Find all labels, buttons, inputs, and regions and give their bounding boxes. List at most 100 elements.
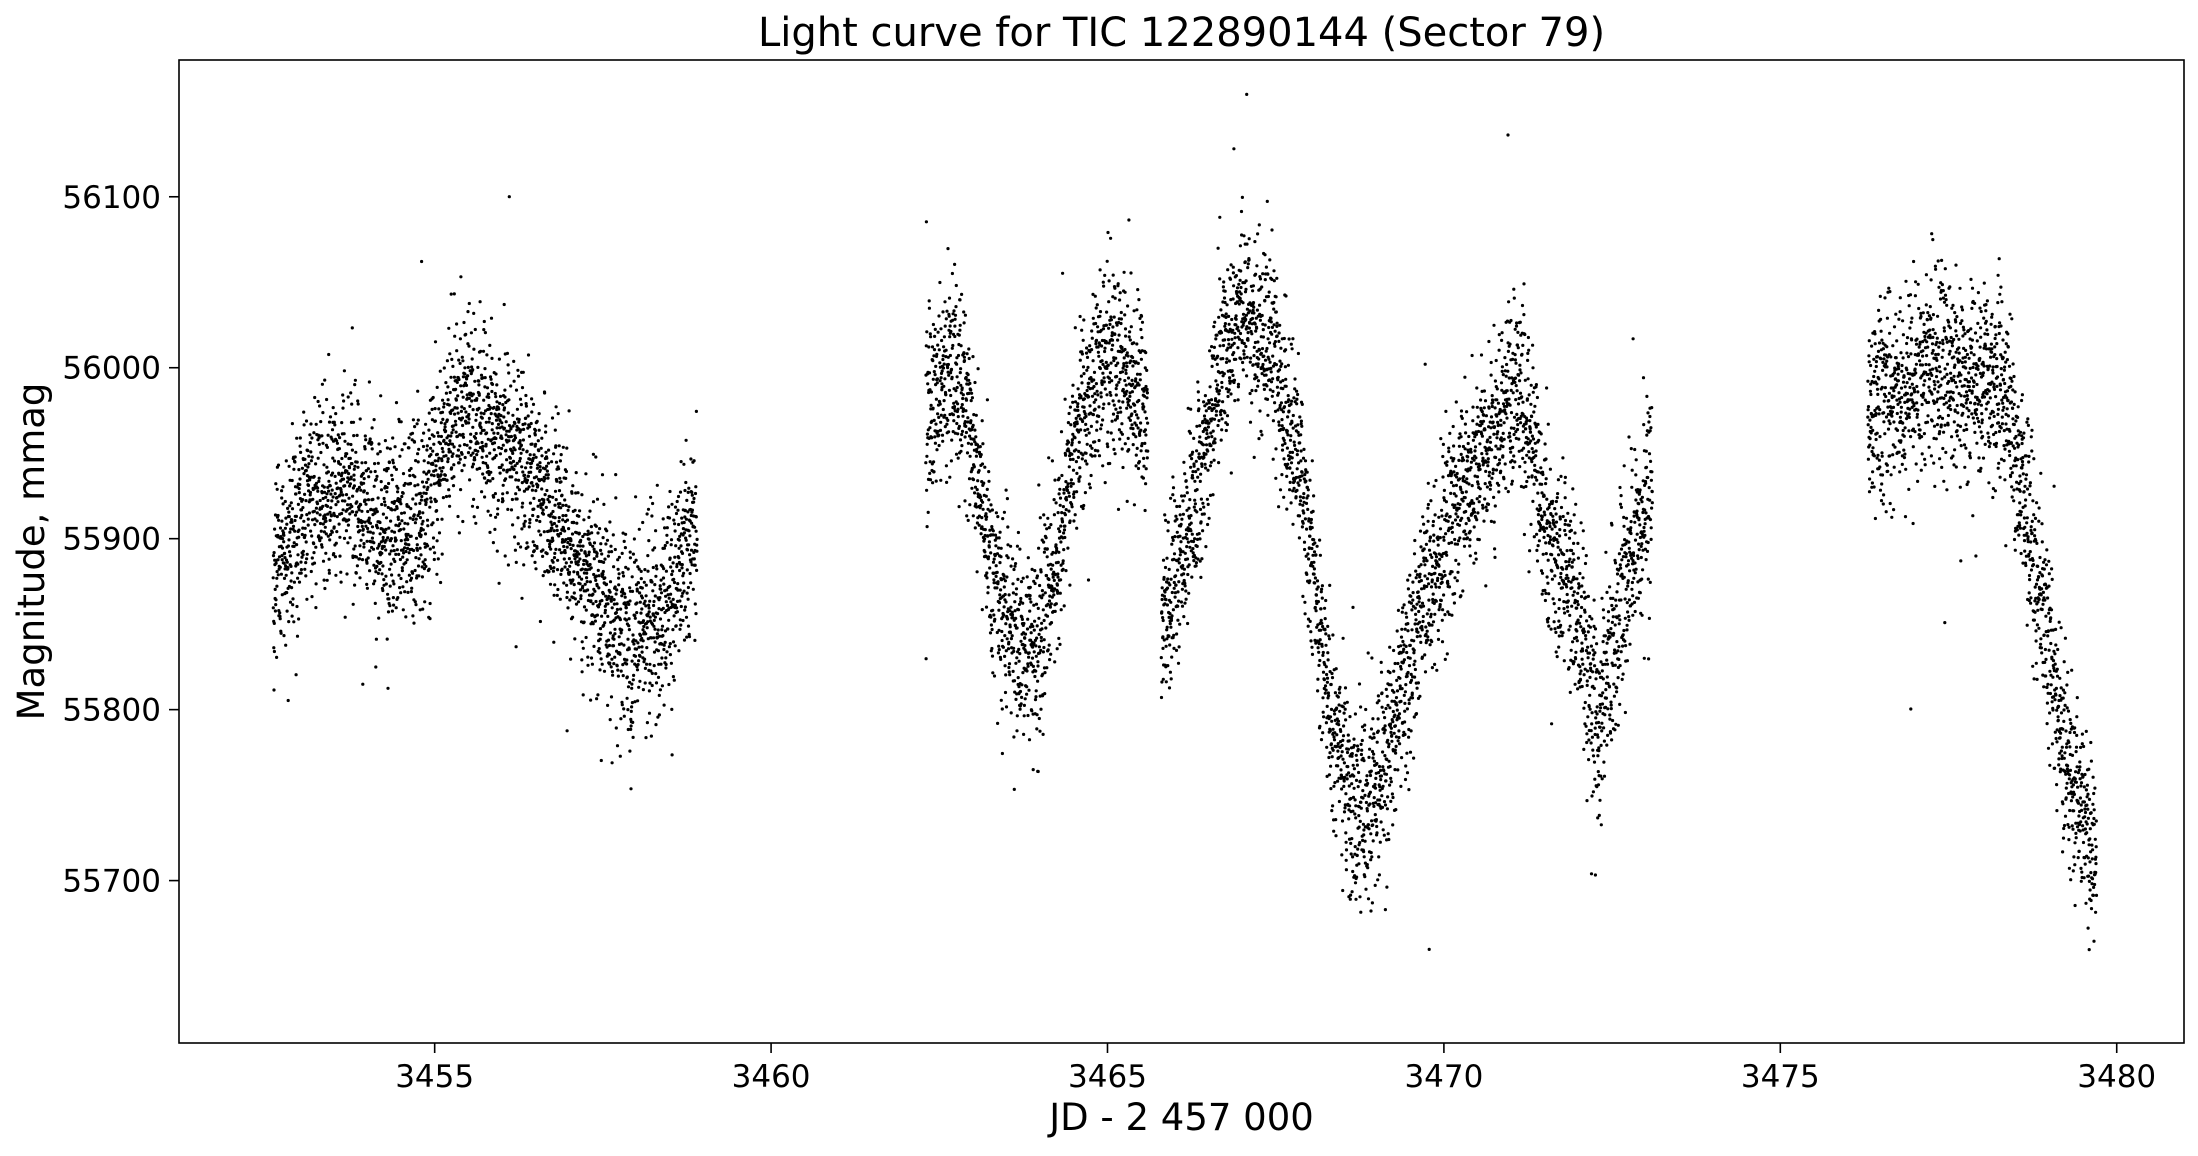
data-point <box>445 478 449 482</box>
data-point <box>628 586 632 590</box>
data-point <box>1097 438 1101 443</box>
data-point <box>361 682 365 686</box>
data-point <box>930 345 935 349</box>
data-point <box>667 618 671 622</box>
data-point <box>1106 445 1110 449</box>
data-point <box>954 283 958 288</box>
data-point <box>1219 413 1223 417</box>
data-point <box>1238 244 1242 248</box>
data-point <box>644 604 648 608</box>
data-point <box>665 588 669 592</box>
data-point <box>561 526 566 531</box>
data-point <box>1097 454 1102 458</box>
data-point <box>1129 405 1133 409</box>
data-point <box>326 512 330 516</box>
data-point <box>548 494 552 499</box>
data-point <box>1016 676 1020 680</box>
data-point <box>662 643 666 647</box>
data-point <box>601 572 605 577</box>
data-point <box>1232 284 1236 288</box>
data-point <box>1109 315 1113 319</box>
data-point <box>576 544 580 548</box>
data-point <box>427 567 431 571</box>
data-point <box>342 432 346 436</box>
data-point <box>320 434 324 438</box>
data-point <box>467 344 471 348</box>
data-point <box>1078 475 1082 479</box>
data-point <box>1245 92 1249 96</box>
data-point <box>1058 503 1062 507</box>
data-point <box>653 640 657 644</box>
data-point <box>1083 459 1088 463</box>
data-point <box>1192 505 1196 509</box>
data-point <box>1034 669 1038 673</box>
data-point <box>1263 278 1267 282</box>
data-point <box>1171 486 1176 490</box>
data-point <box>1251 289 1255 293</box>
data-point <box>928 460 932 464</box>
data-point <box>644 736 648 740</box>
data-point <box>312 431 316 435</box>
data-point <box>621 574 626 578</box>
data-point <box>546 476 550 480</box>
data-point <box>991 671 995 675</box>
data-point <box>1107 376 1111 380</box>
data-point <box>278 565 282 569</box>
data-point <box>1212 406 1216 410</box>
data-point <box>1165 625 1169 629</box>
data-point <box>1014 697 1018 702</box>
data-point <box>600 598 604 603</box>
data-point <box>659 662 663 666</box>
data-point <box>439 434 443 439</box>
data-point <box>327 489 331 493</box>
data-point <box>558 476 562 480</box>
data-point <box>466 451 471 455</box>
data-point <box>569 539 573 543</box>
data-point <box>587 593 592 597</box>
data-point <box>533 428 538 433</box>
data-point <box>531 513 535 518</box>
data-point <box>295 634 300 638</box>
data-point <box>678 534 682 539</box>
data-point <box>496 415 500 419</box>
data-point <box>1144 433 1148 437</box>
data-point <box>1064 480 1068 484</box>
data-point <box>1216 423 1220 428</box>
data-point <box>1022 703 1026 708</box>
data-point <box>1046 648 1050 652</box>
data-point <box>1063 535 1067 540</box>
data-point <box>429 453 433 457</box>
data-point <box>1173 499 1177 503</box>
data-point <box>1223 322 1227 326</box>
data-point <box>1114 407 1118 411</box>
data-point <box>684 438 688 442</box>
data-point <box>665 603 670 608</box>
data-point <box>365 582 369 587</box>
data-point <box>1032 650 1036 654</box>
data-point <box>1246 266 1250 270</box>
data-point <box>1008 625 1012 629</box>
data-point <box>425 444 429 448</box>
data-point <box>1169 577 1173 581</box>
data-point <box>537 498 542 503</box>
data-point <box>1087 431 1091 435</box>
data-point <box>1177 580 1181 584</box>
data-point <box>1025 575 1029 579</box>
data-point <box>1194 561 1198 565</box>
data-point <box>1218 215 1222 219</box>
data-point <box>1256 232 1260 236</box>
data-point <box>481 449 485 453</box>
data-point <box>1263 299 1267 303</box>
data-point <box>1130 423 1134 427</box>
data-point <box>299 516 303 520</box>
data-point <box>399 591 403 595</box>
data-point <box>428 601 432 606</box>
data-point <box>471 408 475 412</box>
data-point <box>426 461 430 465</box>
data-point <box>1010 634 1014 638</box>
data-point <box>1242 234 1246 238</box>
data-point <box>346 523 350 527</box>
data-point <box>1037 716 1041 721</box>
data-point <box>1207 401 1211 405</box>
data-point <box>1120 422 1124 426</box>
